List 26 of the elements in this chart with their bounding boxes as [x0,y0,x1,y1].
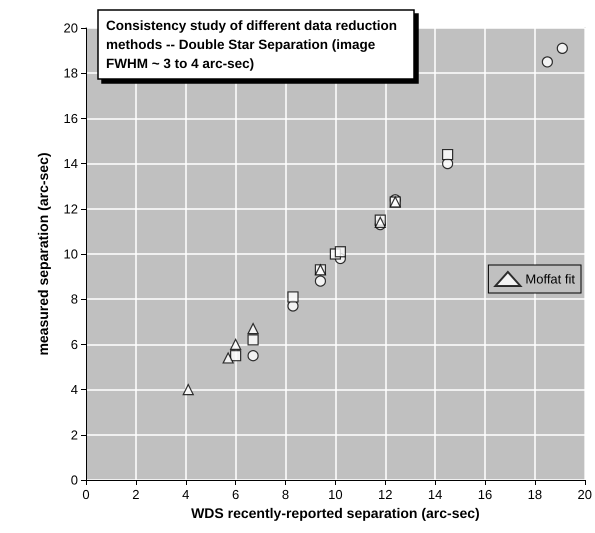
y-tick-label: 20 [64,20,78,36]
y-axis-title: measured separation (arc-sec) [35,152,51,356]
x-tick-label: 12 [378,487,392,502]
x-tick-label: 10 [328,487,343,502]
legend-label: Moffat fit [525,272,576,286]
text: Consistency study of different data reduction methods -- Double Star Separation (image FWHM ~ 3 to 4 arc-sec) [106,18,401,71]
x-tick-label: 8 [282,487,290,502]
x-tick-label: 14 [428,487,442,502]
y-tick-label: 0 [70,472,78,488]
y-tick-label: 8 [70,292,78,307]
x-tick-label: 16 [478,487,492,502]
x-axis-title: WDS recently-reported separation (arc-sec) [191,504,480,521]
x-tick-label: 6 [232,487,240,502]
y-tick-label: 6 [70,336,78,352]
x-tick-label: 4 [182,487,190,502]
y-tick-label: 14 [64,156,78,172]
y-tick-label: 4 [70,382,78,398]
x-tick-label: 18 [528,487,542,502]
x-tick-label: 20 [578,487,592,502]
x-tick-label: 2 [132,487,140,502]
y-tick-label: 16 [64,110,78,126]
x-tick-label: 0 [82,487,90,502]
y-tick-label: 12 [64,201,78,216]
y-tick-label: 18 [64,66,78,81]
y-tick-label: 2 [70,427,78,442]
y-tick-label: 10 [64,246,78,262]
